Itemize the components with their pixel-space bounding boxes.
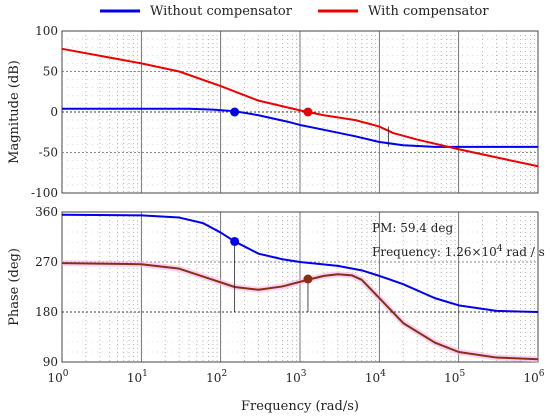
y-tick-label: 90: [43, 355, 58, 369]
x-tick-exponent: 0: [63, 369, 69, 379]
x-tick-base: 10: [47, 371, 62, 385]
frequency-annotation: Frequency: 1.26×104 rad / s: [372, 244, 545, 259]
x-tick-label: 104: [365, 369, 386, 385]
x-tick-base: 10: [523, 371, 538, 385]
legend-label-with-compensator: With compensator: [368, 4, 489, 19]
x-tick-exponent: 5: [459, 369, 465, 379]
phase-panel: 90 180 270 360 Phase (deg) PM: 59.4 deg Fre…: [7, 205, 545, 369]
magnitude-without-compensator-line: [62, 107, 538, 148]
x-tick-base: 10: [206, 371, 221, 385]
x-tick-base: 10: [444, 371, 459, 385]
phase-y-label: Phase (deg): [7, 248, 22, 326]
phase-y-ticks: 90 180 270 360: [35, 205, 58, 369]
frequency-annotation-exponent: 4: [497, 244, 503, 254]
x-tick-label: 101: [127, 369, 148, 385]
x-tick-labels: 100 101 102 103 104 105 106: [47, 369, 544, 385]
frequency-annotation-prefix: Frequency: 1.26×10: [372, 245, 497, 259]
x-tick-label: 102: [206, 369, 227, 385]
magnitude-with-compensator-line: [61, 47, 539, 168]
y-tick-label: 180: [35, 305, 58, 319]
magnitude-lines: [61, 47, 539, 168]
phase-grid: [62, 212, 538, 362]
phase-margin-marker-without-compensator: [230, 236, 240, 246]
legend-label-without-compensator: Without compensator: [150, 4, 293, 19]
x-tick-exponent: 4: [380, 369, 386, 379]
phase-lines: [61, 213, 539, 363]
phase-with-compensator-line: [61, 262, 539, 361]
x-tick-label: 105: [444, 369, 465, 385]
phase-margin-marker-with-compensator: [303, 274, 313, 284]
x-tick-label: 106: [523, 369, 544, 385]
x-tick-base: 10: [365, 371, 380, 385]
magnitude-y-label: Magnitude (dB): [7, 60, 22, 164]
x-tick-base: 10: [127, 371, 142, 385]
crossover-marker-with-compensator: [303, 107, 313, 117]
pm-annotation: PM: 59.4 deg: [372, 221, 454, 235]
x-tick-label: 103: [285, 369, 306, 385]
phase-margin-annotation: PM: 59.4 deg Frequency: 1.26×104 rad / s: [372, 221, 545, 259]
magnitude-y-ticks: -100 -50 0 50 100: [31, 24, 58, 200]
magnitude-markers: [62, 107, 538, 147]
x-tick-exponent: 6: [539, 369, 545, 379]
phase-without-compensator-line: [61, 213, 539, 313]
y-tick-label: 50: [43, 65, 58, 79]
x-tick-base: 10: [285, 371, 300, 385]
x-tick-exponent: 2: [221, 369, 227, 379]
frequency-annotation-suffix: rad / s: [503, 245, 545, 259]
y-tick-label: 100: [35, 24, 58, 38]
y-tick-label: -100: [31, 186, 58, 200]
x-tick-exponent: 3: [301, 369, 307, 379]
crossover-marker-without-compensator: [230, 107, 240, 117]
magnitude-panel: -100 -50 0 50 100 Magnitude (dB): [7, 24, 539, 200]
x-axis-label: Frequency (rad/s): [241, 399, 359, 414]
x-tick-exponent: 1: [142, 369, 148, 379]
y-tick-label: 0: [50, 105, 58, 119]
legend: Without compensator With compensator: [100, 4, 489, 19]
x-tick-label: 100: [47, 369, 68, 385]
y-tick-label: -50: [39, 146, 58, 160]
y-tick-label: 270: [35, 255, 58, 269]
y-tick-label: 360: [35, 205, 58, 219]
phase-markers: [62, 236, 538, 313]
